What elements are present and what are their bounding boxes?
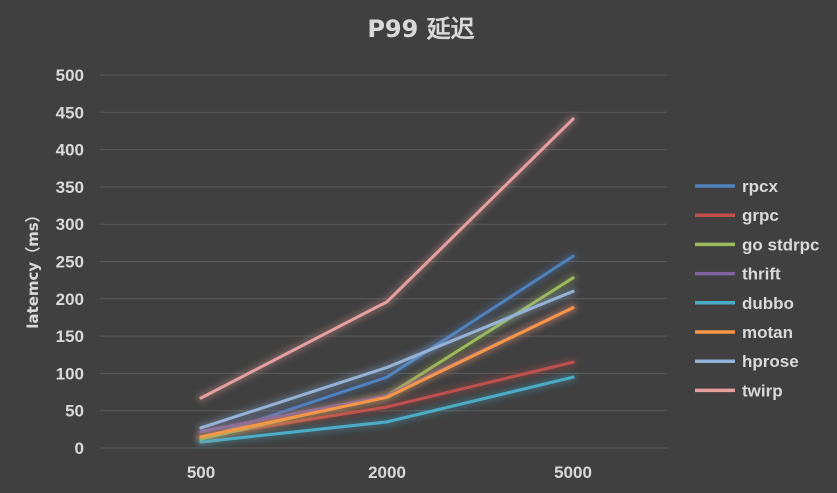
y-tick-label: 300 — [56, 215, 84, 234]
legend-label: go stdrpc — [742, 235, 819, 254]
legend-label: motan — [742, 323, 793, 342]
series-glow-twirp — [196, 114, 578, 403]
x-tick-label: 2000 — [368, 463, 406, 482]
legend-item-motan: motan — [695, 323, 793, 342]
data-point — [571, 375, 575, 379]
data-point — [571, 254, 575, 258]
data-point — [571, 276, 575, 280]
legend-item-rpcx: rpcx — [695, 177, 778, 196]
series-lines — [196, 114, 578, 447]
legend: rpcx grpc go stdrpc thrift dubbo motan hprose t… — [695, 177, 819, 400]
y-axis-ticks: 0 50 100 150 200 250 300 350 400 450 500 — [56, 66, 84, 458]
chart-title: P99 延迟 — [367, 15, 474, 43]
legend-label: thrift — [742, 265, 781, 284]
legend-label: twirp — [742, 381, 783, 400]
y-tick-label: 450 — [56, 103, 84, 122]
legend-item-twirp: twirp — [695, 381, 783, 400]
y-tick-label: 200 — [56, 290, 84, 309]
data-point — [199, 440, 203, 444]
legend-item-grpc: grpc — [695, 206, 779, 225]
data-point — [385, 300, 389, 304]
legend-label: hprose — [742, 352, 799, 371]
data-point — [385, 405, 389, 409]
x-tick-label: 500 — [187, 463, 215, 482]
legend-item-thrift: thrift — [695, 265, 781, 284]
x-axis-ticks: 500 2000 5000 — [187, 463, 592, 482]
data-point — [199, 435, 203, 439]
data-point — [385, 375, 389, 379]
y-tick-label: 100 — [56, 364, 84, 383]
data-point — [571, 289, 575, 293]
data-point — [385, 365, 389, 369]
y-axis-label: latemcy（ms） — [24, 207, 42, 328]
y-tick-label: 0 — [75, 439, 84, 458]
y-tick-label: 400 — [56, 141, 84, 160]
y-tick-label: 150 — [56, 327, 84, 346]
data-point — [571, 117, 575, 121]
y-tick-label: 350 — [56, 178, 84, 197]
y-tick-label: 500 — [56, 66, 84, 85]
data-point — [385, 420, 389, 424]
y-tick-label: 50 — [65, 402, 84, 421]
legend-label: dubbo — [742, 294, 794, 313]
data-point — [571, 360, 575, 364]
legend-item-hprose: hprose — [695, 352, 799, 371]
legend-item-go-stdrpc: go stdrpc — [695, 235, 819, 254]
data-point — [199, 426, 203, 430]
x-tick-label: 5000 — [554, 463, 592, 482]
data-point — [199, 396, 203, 400]
data-point — [385, 395, 389, 399]
series-line-twirp — [199, 117, 575, 400]
data-point — [571, 306, 575, 310]
legend-item-dubbo: dubbo — [695, 294, 794, 313]
y-tick-label: 250 — [56, 253, 84, 272]
legend-label: rpcx — [742, 177, 778, 196]
legend-label: grpc — [742, 206, 779, 225]
